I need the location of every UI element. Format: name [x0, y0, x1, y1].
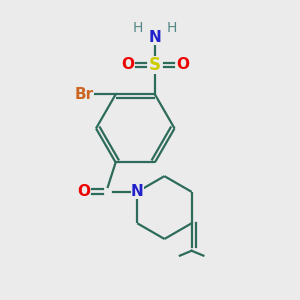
Text: N: N — [148, 30, 161, 45]
Text: Br: Br — [75, 87, 94, 102]
Text: H: H — [167, 21, 177, 35]
Text: O: O — [121, 58, 134, 73]
Text: S: S — [149, 56, 161, 74]
Text: N: N — [131, 184, 144, 200]
Text: O: O — [176, 58, 189, 73]
Text: H: H — [133, 21, 143, 35]
Text: O: O — [77, 184, 90, 200]
